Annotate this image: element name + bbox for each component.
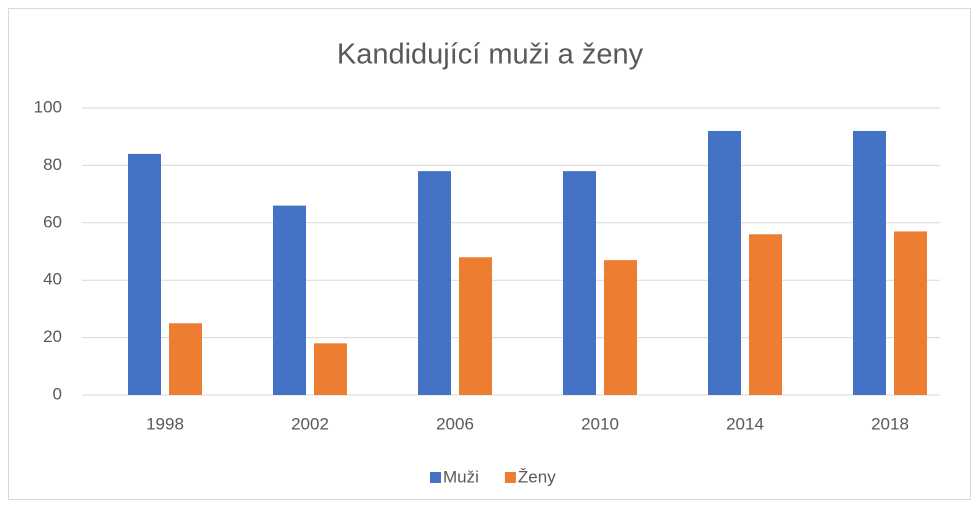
y-tick-label: 60 bbox=[43, 212, 62, 231]
x-tick-label: 1998 bbox=[146, 414, 184, 433]
chart-title: Kandidující muži a ženy bbox=[337, 39, 644, 71]
legend-swatch bbox=[430, 472, 441, 483]
bar bbox=[128, 153, 161, 395]
y-tick-label: 0 bbox=[53, 384, 62, 403]
bar bbox=[459, 257, 492, 395]
x-tick-label: 2018 bbox=[871, 414, 909, 433]
x-tick-label: 2010 bbox=[581, 414, 619, 433]
bar bbox=[314, 343, 347, 395]
bar bbox=[563, 171, 596, 395]
y-tick-label: 20 bbox=[43, 327, 62, 346]
bar bbox=[749, 234, 782, 395]
y-tick-label: 80 bbox=[43, 155, 62, 174]
x-tick-label: 2006 bbox=[436, 414, 474, 433]
x-tick-label: 2002 bbox=[291, 414, 329, 433]
bar bbox=[853, 130, 886, 395]
bar bbox=[894, 231, 927, 395]
bar bbox=[273, 205, 306, 395]
y-tick-label: 100 bbox=[34, 97, 62, 116]
legend-label: Muži bbox=[443, 467, 479, 486]
legend-swatch bbox=[504, 472, 516, 483]
bar bbox=[418, 171, 451, 395]
bar bbox=[169, 323, 202, 395]
y-tick-label: 40 bbox=[43, 270, 62, 289]
bar bbox=[708, 130, 741, 395]
bar bbox=[604, 260, 637, 395]
chart-border bbox=[8, 8, 971, 500]
legend-label: Ženy bbox=[518, 467, 556, 486]
x-tick-label: 2014 bbox=[726, 414, 764, 433]
